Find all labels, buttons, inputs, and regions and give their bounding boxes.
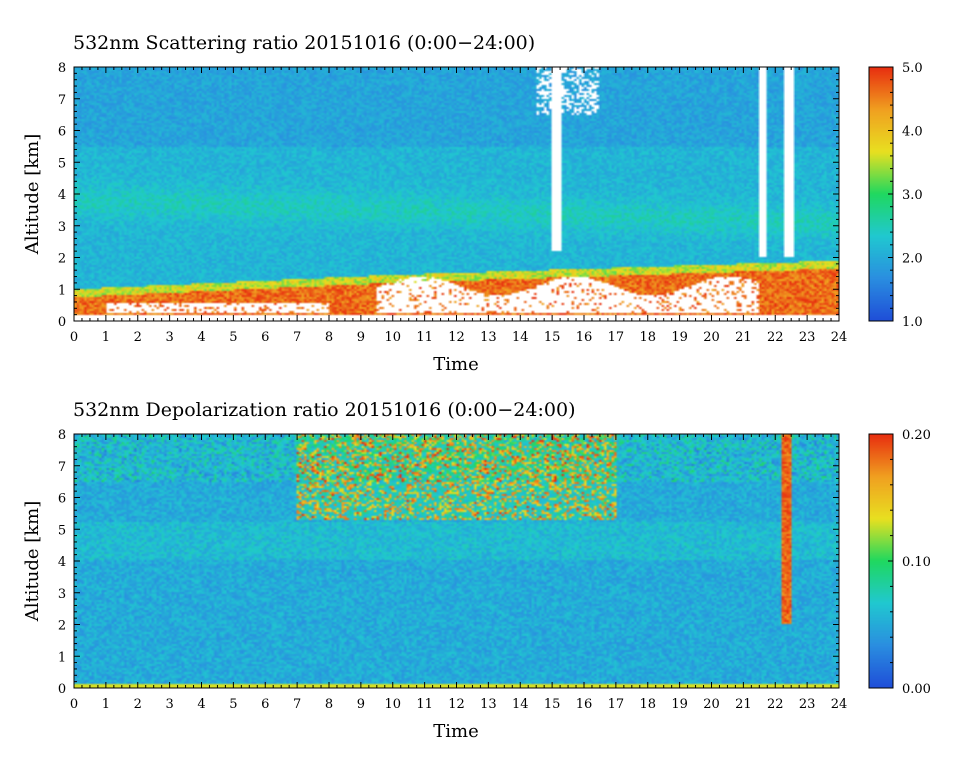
y-tick-label: 4 — [58, 555, 66, 570]
x-tick-label: 2 — [134, 330, 142, 345]
y-axis-label-depolarization: Altitude [km] — [22, 501, 43, 623]
x-tick-label: 2 — [134, 697, 142, 712]
x-tick-label: 4 — [197, 330, 205, 345]
x-tick-label: 13 — [480, 697, 497, 712]
y-tick-label: 5 — [58, 156, 66, 171]
x-tick-label: 1 — [102, 697, 110, 712]
colorbar-ticks-depolarization: 0.00 0.10 0.20 — [888, 428, 931, 697]
y-tick-label: 6 — [58, 492, 66, 507]
chart-title-depolarization: 532nm Depolarization ratio 20151016 (0:0… — [73, 399, 575, 421]
x-tick-label: 12 — [448, 697, 465, 712]
x-tick-label: 17 — [608, 330, 625, 345]
colorbar-tick-label: 0.20 — [902, 428, 931, 443]
x-tick-label: 12 — [448, 330, 465, 345]
y-tick-label: 0 — [58, 682, 66, 697]
y-axis-depolarization: 0 1 2 3 4 5 6 7 8 — [58, 428, 839, 697]
x-tick-label: 14 — [512, 697, 529, 712]
x-tick-label: 23 — [799, 697, 816, 712]
x-tick-label: 9 — [357, 697, 365, 712]
x-tick-label: 18 — [639, 697, 656, 712]
scattering-ratio-panel: 532nm Scattering ratio 20151016 (0:00−24… — [22, 32, 923, 375]
x-tick-label: 19 — [671, 330, 688, 345]
x-tick-label: 7 — [293, 697, 301, 712]
x-tick-label: 13 — [480, 330, 497, 345]
x-tick-label: 17 — [608, 697, 625, 712]
colorbar-ticks-scattering: 1.0 2.0 3.0 4.0 5.0 — [888, 61, 923, 330]
y-axis-label-scattering: Altitude [km] — [22, 134, 43, 256]
x-tick-label: 22 — [767, 697, 784, 712]
colorbar-tick-label: 4.0 — [902, 125, 923, 140]
x-tick-label: 16 — [576, 330, 593, 345]
y-tick-label: 0 — [58, 315, 66, 330]
x-tick-label: 0 — [70, 330, 78, 345]
x-tick-label: 14 — [512, 330, 529, 345]
heatmap-scattering — [74, 67, 839, 321]
y-tick-label: 6 — [58, 125, 66, 140]
depolarization-ratio-panel: 532nm Depolarization ratio 20151016 (0:0… — [22, 399, 931, 742]
y-tick-label: 8 — [58, 428, 66, 443]
x-tick-label: 20 — [703, 697, 720, 712]
x-tick-label: 20 — [703, 330, 720, 345]
x-axis-scattering: 0 1 2 3 4 5 6 7 8 9 10 11 12 13 14 15 16 17 18 19 20 21 22 23 24 — [70, 67, 847, 345]
y-tick-label: 3 — [58, 220, 66, 235]
x-tick-label: 15 — [544, 697, 561, 712]
y-tick-label: 7 — [58, 460, 66, 475]
x-tick-label: 1 — [102, 330, 110, 345]
y-tick-label: 2 — [58, 252, 66, 267]
y-tick-label: 1 — [58, 650, 66, 665]
x-tick-label: 3 — [165, 697, 173, 712]
colorbar-tick-label: 0.10 — [902, 555, 931, 570]
y-tick-label: 3 — [58, 587, 66, 602]
y-tick-label: 1 — [58, 283, 66, 298]
x-tick-label: 19 — [671, 697, 688, 712]
x-axis-depolarization: 0 1 2 3 4 5 6 7 8 9 10 11 12 13 14 15 16 17 18 19 20 21 22 23 24 — [70, 434, 847, 712]
x-tick-label: 8 — [325, 330, 333, 345]
x-tick-label: 6 — [261, 330, 269, 345]
colorbar-tick-label: 0.00 — [902, 682, 931, 697]
x-tick-label: 5 — [229, 697, 237, 712]
x-tick-label: 18 — [639, 330, 656, 345]
colorbar-tick-label: 3.0 — [902, 188, 923, 203]
x-tick-label: 24 — [831, 330, 848, 345]
x-tick-label: 15 — [544, 330, 561, 345]
x-tick-label: 16 — [576, 697, 593, 712]
colorbar-tick-label: 2.0 — [902, 252, 923, 267]
y-tick-label: 4 — [58, 188, 66, 203]
x-tick-label: 21 — [735, 330, 752, 345]
x-tick-label: 5 — [229, 330, 237, 345]
x-tick-label: 21 — [735, 697, 752, 712]
y-axis-scattering: 0 1 2 3 4 5 6 7 8 — [58, 61, 839, 330]
x-tick-label: 9 — [357, 330, 365, 345]
heatmap-depolarization — [74, 434, 839, 688]
x-tick-label: 0 — [70, 697, 78, 712]
x-tick-label: 3 — [165, 330, 173, 345]
chart-title-scattering: 532nm Scattering ratio 20151016 (0:00−24… — [73, 32, 535, 54]
x-tick-label: 4 — [197, 697, 205, 712]
y-tick-label: 7 — [58, 93, 66, 108]
x-tick-label: 8 — [325, 697, 333, 712]
x-axis-label-scattering: Time — [433, 354, 478, 375]
x-tick-label: 7 — [293, 330, 301, 345]
colorbar-tick-label: 1.0 — [902, 315, 923, 330]
x-tick-label: 23 — [799, 330, 816, 345]
x-tick-label: 24 — [831, 697, 848, 712]
x-tick-label: 6 — [261, 697, 269, 712]
colorbar-tick-label: 5.0 — [902, 61, 923, 76]
x-tick-label: 10 — [384, 330, 401, 345]
x-tick-label: 10 — [384, 697, 401, 712]
y-tick-label: 5 — [58, 523, 66, 538]
x-tick-label: 11 — [416, 330, 433, 345]
y-tick-label: 8 — [58, 61, 66, 76]
y-tick-label: 2 — [58, 619, 66, 634]
x-tick-label: 11 — [416, 697, 433, 712]
x-axis-label-depolarization: Time — [433, 721, 478, 742]
x-tick-label: 22 — [767, 330, 784, 345]
